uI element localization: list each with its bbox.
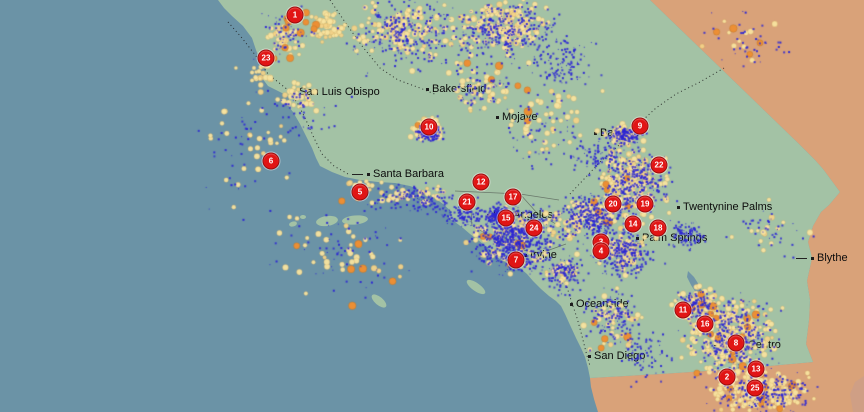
city-label: Twentynine Palms	[677, 201, 772, 213]
city-dot	[524, 253, 527, 257]
city-label: Mojave	[496, 111, 537, 123]
quake-marker-7[interactable]: 7	[507, 251, 525, 269]
city-dot	[811, 256, 814, 260]
quake-marker-19[interactable]: 19	[636, 195, 654, 213]
city-name: Bakersfield	[432, 83, 487, 95]
city-label: Blythe	[796, 252, 848, 264]
quake-marker-6[interactable]: 6	[262, 152, 280, 170]
city-dot	[636, 236, 639, 240]
quake-marker-16[interactable]: 16	[696, 315, 714, 333]
quake-marker-10[interactable]: 10	[420, 118, 438, 136]
city-label: San Diego	[588, 350, 645, 362]
city-dot	[496, 115, 499, 119]
city-name: Twentynine Palms	[683, 201, 773, 213]
quake-marker-25[interactable]: 25	[746, 379, 764, 397]
quake-marker-1[interactable]: 1	[286, 6, 304, 24]
city-label: Palm Springs	[636, 232, 707, 244]
city-name: San Luis Obispo	[299, 86, 380, 98]
city-dot	[570, 302, 573, 306]
quake-marker-17[interactable]: 17	[504, 188, 522, 206]
quake-marker-15[interactable]: 15	[497, 209, 515, 227]
city-label: Irvine	[524, 249, 557, 261]
city-name: San Diego	[594, 350, 646, 362]
quake-marker-2[interactable]: 2	[718, 368, 736, 386]
quake-marker-13[interactable]: 13	[747, 360, 765, 378]
quake-marker-18[interactable]: 18	[649, 219, 667, 237]
city-dot	[426, 87, 429, 91]
city-label: El Centro	[714, 339, 781, 351]
city-label: Oceanside	[570, 298, 629, 310]
label-leader-line	[352, 173, 363, 175]
quake-marker-12[interactable]: 12	[472, 173, 490, 191]
quake-marker-8[interactable]: 8	[727, 334, 745, 352]
quake-marker-23[interactable]: 23	[257, 49, 275, 67]
quake-marker-24[interactable]: 24	[525, 219, 543, 237]
quake-marker-5[interactable]: 5	[351, 183, 369, 201]
quake-marker-22[interactable]: 22	[650, 156, 668, 174]
city-dot	[487, 213, 490, 217]
city-label: San Luis Obispo	[293, 86, 380, 98]
city-name: Santa Barbara	[373, 168, 444, 180]
quake-marker-11[interactable]: 11	[674, 301, 692, 319]
city-dot	[588, 354, 591, 358]
city-dot	[677, 205, 680, 209]
quake-marker-20[interactable]: 20	[604, 195, 622, 213]
city-label: Bakersfield	[426, 83, 486, 95]
label-leader-line	[796, 257, 807, 259]
city-name: Mojave	[502, 111, 538, 123]
quake-marker-9[interactable]: 9	[631, 117, 649, 135]
city-label: Santa Barbara	[352, 168, 444, 180]
city-dot	[293, 90, 296, 94]
city-name: Oceanside	[576, 298, 629, 310]
city-dot	[594, 131, 597, 135]
quake-marker-14[interactable]: 14	[624, 215, 642, 233]
label-leader-line	[714, 344, 725, 346]
quake-marker-21[interactable]: 21	[458, 193, 476, 211]
city-name: Blythe	[817, 252, 848, 264]
city-dot	[367, 172, 370, 176]
quake-marker-4[interactable]: 4	[592, 242, 610, 260]
city-name: Irvine	[530, 249, 557, 261]
